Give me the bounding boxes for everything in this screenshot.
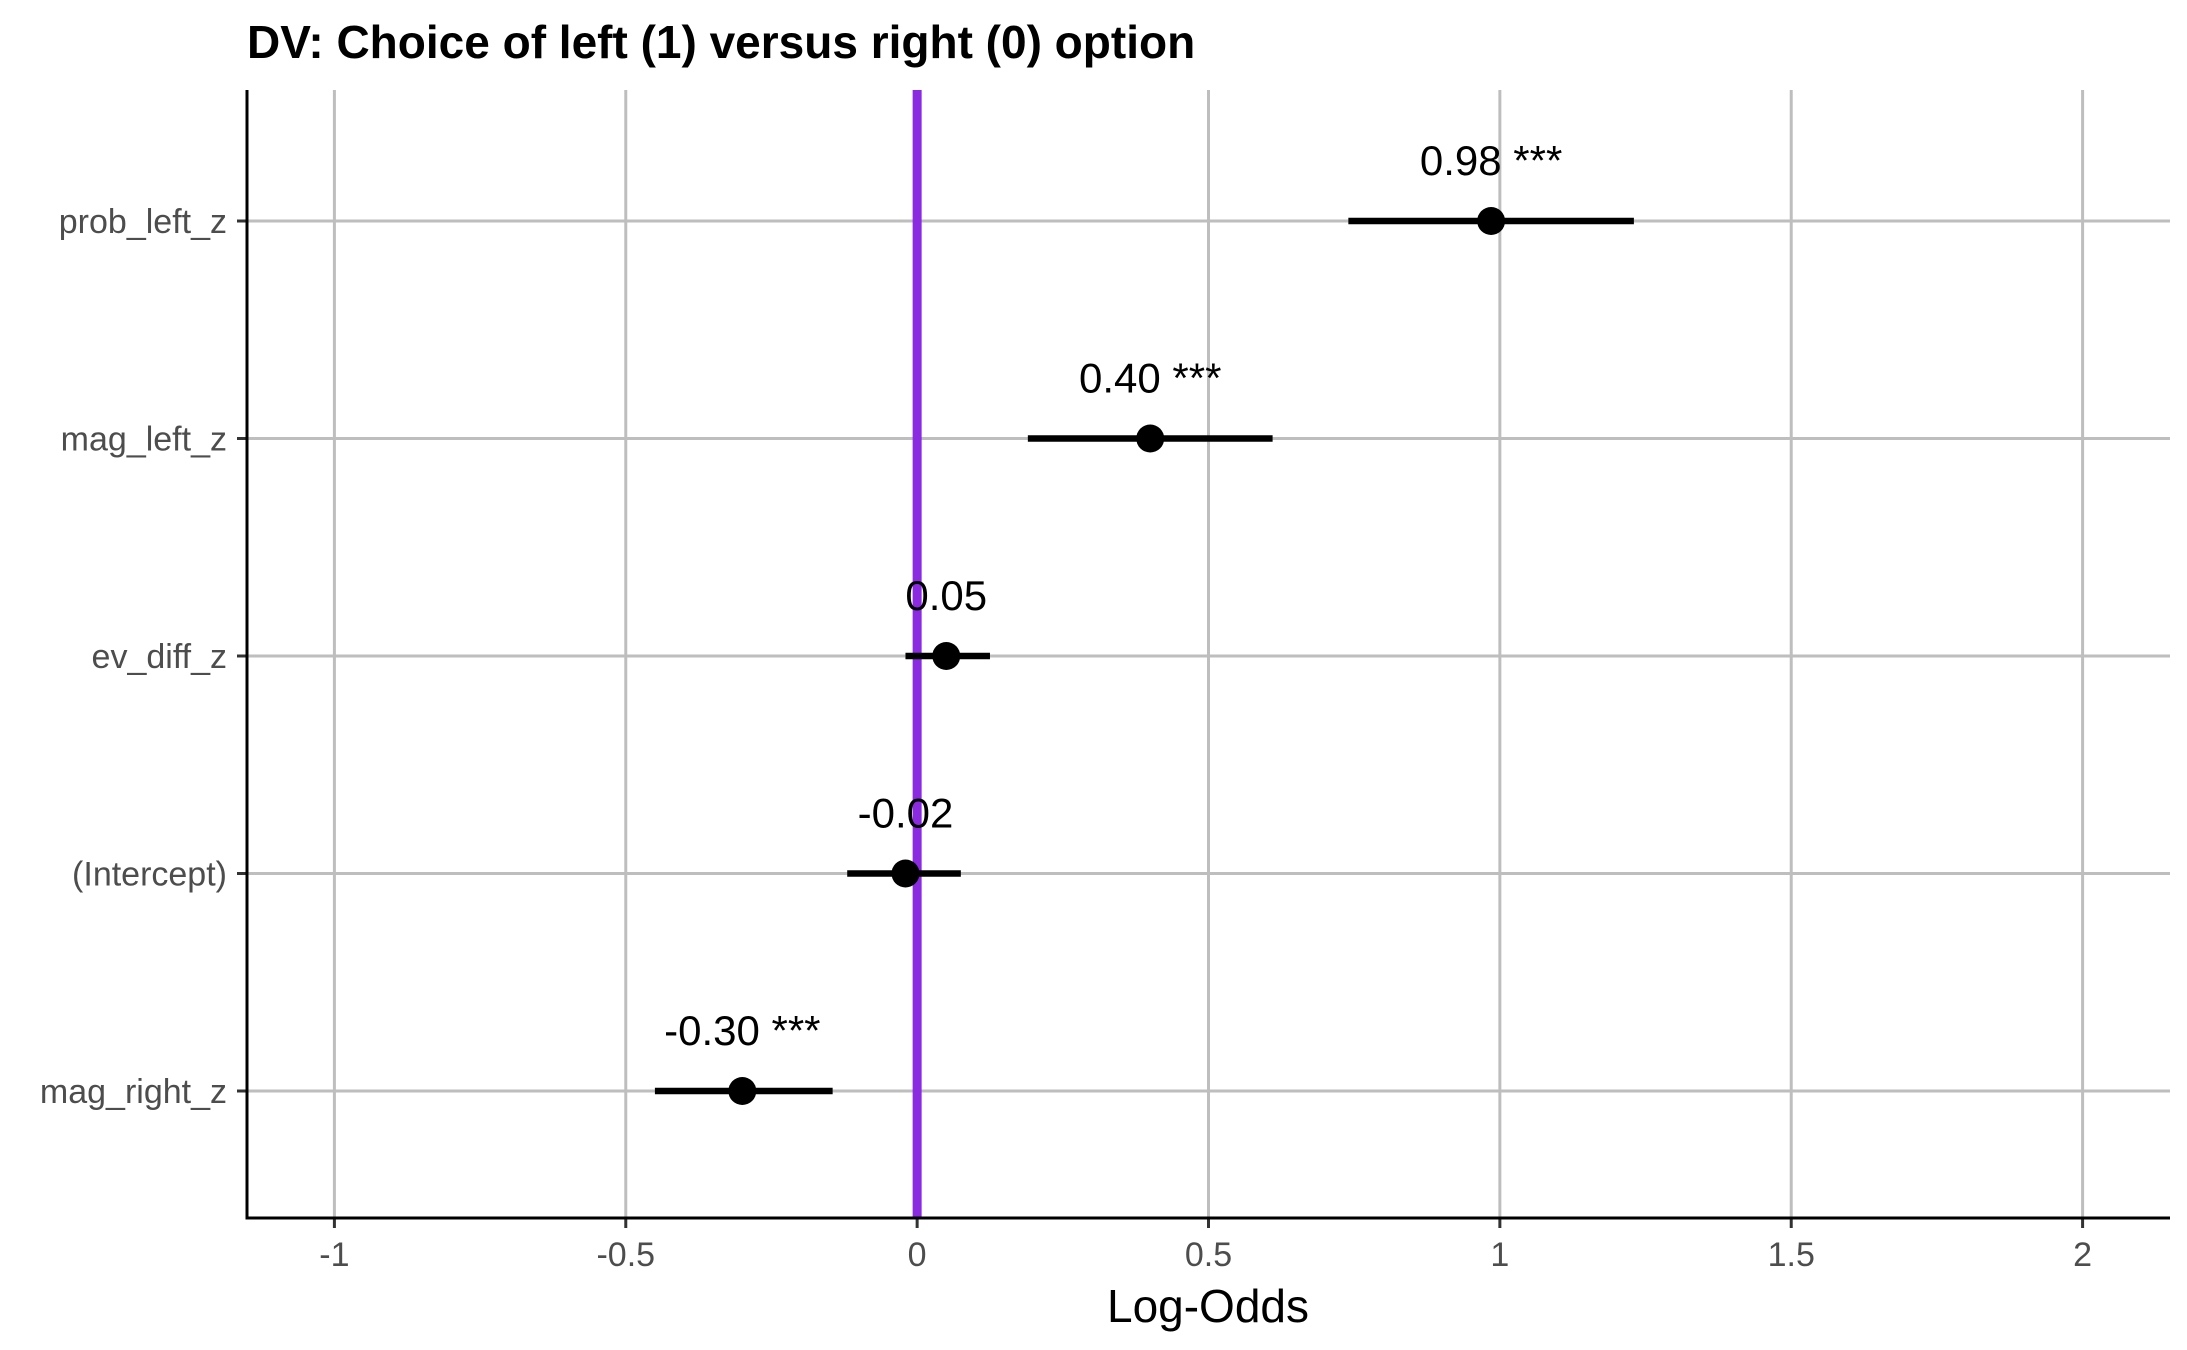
x-axis-label: Log-Odds [1107,1280,1309,1332]
estimate-label: 0.40 *** [1079,355,1221,402]
estimate-label: -0.30 *** [664,1007,820,1054]
estimate-point [932,642,961,670]
y-tick-label: ev_diff_z [92,638,227,676]
x-tick-label: 2 [2073,1236,2092,1274]
estimate-point [1136,424,1165,453]
x-tick-label: 0 [908,1236,927,1274]
grid-layer [247,90,2170,1218]
marks-layer: 0.98 *** 0.40 *** 0.05 -0.02 -0.30 *** [654,137,1634,1105]
chart-title: DV: Choice of left (1) versus right (0) … [247,16,1195,68]
x-tick-label: 1.5 [1768,1236,1815,1274]
y-tick-label: mag_right_z [40,1073,227,1111]
estimate-point [891,859,920,888]
estimate-label: 0.05 [905,572,987,619]
estimate-point [1477,207,1506,235]
x-tick-label: 1 [1490,1236,1509,1274]
y-tick-label: (Intercept) [72,856,227,894]
x-tick-label: -1 [319,1236,349,1274]
axis-layer: -1 -0.5 0 0.5 1 1.5 2 prob_left_z mag_left_z ev_d… [40,90,2170,1274]
x-tick-label: 0.5 [1185,1236,1232,1274]
y-tick-label: mag_left_z [61,421,227,459]
estimate-point [728,1077,757,1105]
y-tick-label: prob_left_z [59,203,227,241]
x-tick-label: -0.5 [596,1236,655,1274]
estimate-label: -0.02 [858,790,954,837]
estimate-label: 0.98 *** [1420,137,1562,184]
